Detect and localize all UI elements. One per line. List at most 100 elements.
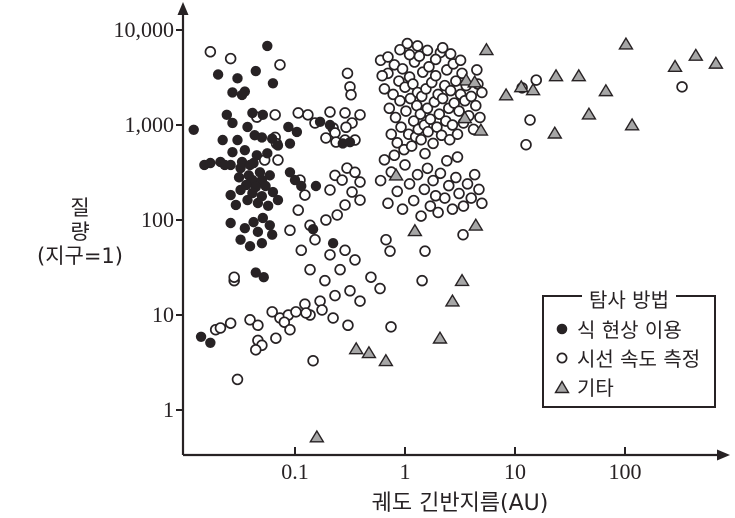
data-point-radial-velocity xyxy=(224,317,237,329)
data-point-radial-velocity xyxy=(405,140,418,152)
data-point-transit xyxy=(260,180,271,192)
data-point-transit xyxy=(324,119,336,131)
data-point-radial-velocity xyxy=(453,105,465,117)
data-point-transit xyxy=(205,157,216,169)
x-tick-label: 10 xyxy=(504,459,526,484)
data-point-radial-velocity xyxy=(387,88,399,101)
data-point-radial-velocity xyxy=(427,174,439,187)
data-point-other xyxy=(473,122,489,136)
data-point-radial-velocity xyxy=(270,332,282,344)
data-point-radial-velocity xyxy=(382,51,394,63)
data-point-other xyxy=(454,273,470,287)
data-point-transit xyxy=(272,194,284,206)
data-point-radial-velocity xyxy=(336,174,348,186)
data-point-transit xyxy=(296,180,307,192)
data-point-radial-velocity xyxy=(443,133,456,146)
data-point-radial-velocity xyxy=(457,200,470,212)
data-point-transit xyxy=(327,237,339,249)
data-point-transit xyxy=(221,109,233,121)
data-point-radial-velocity xyxy=(324,184,336,196)
data-point-radial-velocity xyxy=(474,111,486,124)
data-point-transit xyxy=(291,126,303,138)
data-point-other xyxy=(348,341,364,355)
data-point-radial-velocity xyxy=(451,128,464,140)
data-point-transit xyxy=(230,199,242,211)
data-point-transit xyxy=(264,220,275,231)
data-point-radial-velocity xyxy=(204,46,217,58)
data-point-radial-velocity xyxy=(324,249,336,261)
data-point-radial-velocity xyxy=(378,83,391,95)
data-point-other xyxy=(309,429,325,443)
legend-item-transit: 식 현상 이용 xyxy=(554,314,710,343)
data-point-transit xyxy=(250,267,261,278)
data-point-radial-velocity xyxy=(476,86,488,99)
data-point-radial-velocity xyxy=(404,92,417,105)
data-point-radial-velocity xyxy=(365,271,377,283)
data-point-transit xyxy=(256,237,268,249)
data-point-radial-velocity xyxy=(228,271,240,283)
data-point-radial-velocity xyxy=(300,307,312,319)
y-axis-arrow-icon xyxy=(177,2,189,15)
data-point-radial-velocity xyxy=(354,176,366,188)
data-point-radial-velocity xyxy=(453,187,465,200)
data-point-other xyxy=(688,48,704,61)
data-point-radial-velocity xyxy=(530,74,542,86)
data-point-transit xyxy=(310,180,322,192)
data-point-radial-velocity xyxy=(349,166,361,179)
data-point-radial-velocity xyxy=(429,53,442,66)
data-point-radial-velocity xyxy=(244,314,256,326)
data-point-transit xyxy=(225,189,236,201)
data-point-transit xyxy=(242,194,253,206)
data-point-radial-velocity xyxy=(272,154,284,166)
data-point-radial-velocity xyxy=(385,321,397,333)
data-point-radial-velocity xyxy=(433,108,446,120)
data-point-radial-velocity xyxy=(250,344,262,356)
data-point-radial-velocity xyxy=(346,186,358,198)
data-point-transit xyxy=(244,240,256,252)
data-point-transit xyxy=(227,147,238,158)
x-axis-arrow-icon xyxy=(717,449,730,461)
data-point-radial-velocity xyxy=(423,61,435,73)
data-point-radial-velocity xyxy=(520,138,532,151)
data-point-radial-velocity xyxy=(424,113,437,125)
y-axis-title: 질 량 (지구=1) xyxy=(20,196,140,268)
data-point-transit xyxy=(307,224,319,235)
data-point-other xyxy=(478,42,495,56)
data-point-radial-velocity xyxy=(340,121,352,133)
data-point-other xyxy=(388,167,404,181)
data-point-transit xyxy=(235,234,246,245)
y-tick-label: 1,000 xyxy=(125,112,175,137)
x-tick-label: 0.1 xyxy=(281,459,309,484)
data-point-radial-velocity xyxy=(319,274,331,287)
data-point-radial-velocity xyxy=(304,263,316,276)
data-point-radial-velocity xyxy=(444,48,457,60)
data-point-radial-velocity xyxy=(284,323,296,336)
data-point-radial-velocity xyxy=(461,178,474,190)
data-point-radial-velocity xyxy=(468,168,481,181)
y-tick-label: 10 xyxy=(152,302,174,327)
data-point-radial-velocity xyxy=(334,263,346,276)
data-point-radial-velocity xyxy=(419,147,431,160)
data-point-transit xyxy=(233,172,245,183)
data-point-radial-velocity xyxy=(443,179,455,192)
legend-title: 탐사 방법 xyxy=(582,284,676,313)
data-point-transit xyxy=(227,117,238,129)
data-point-radial-velocity xyxy=(465,192,477,204)
data-point-radial-velocity xyxy=(266,306,278,318)
data-point-radial-velocity xyxy=(465,90,477,103)
data-point-radial-velocity xyxy=(439,192,451,204)
data-point-radial-velocity xyxy=(473,183,485,196)
data-point-other xyxy=(598,83,614,97)
data-point-transit xyxy=(195,331,207,342)
data-point-radial-velocity xyxy=(376,69,388,82)
data-point-radial-velocity xyxy=(331,209,343,221)
data-point-radial-velocity xyxy=(290,306,302,318)
data-point-radial-velocity xyxy=(403,48,416,61)
data-point-transit xyxy=(250,65,261,77)
data-point-radial-velocity xyxy=(299,189,311,201)
data-point-transit xyxy=(252,226,264,238)
data-point-radial-velocity xyxy=(434,167,447,180)
data-point-transit xyxy=(239,144,251,156)
data-point-radial-velocity xyxy=(383,102,396,115)
